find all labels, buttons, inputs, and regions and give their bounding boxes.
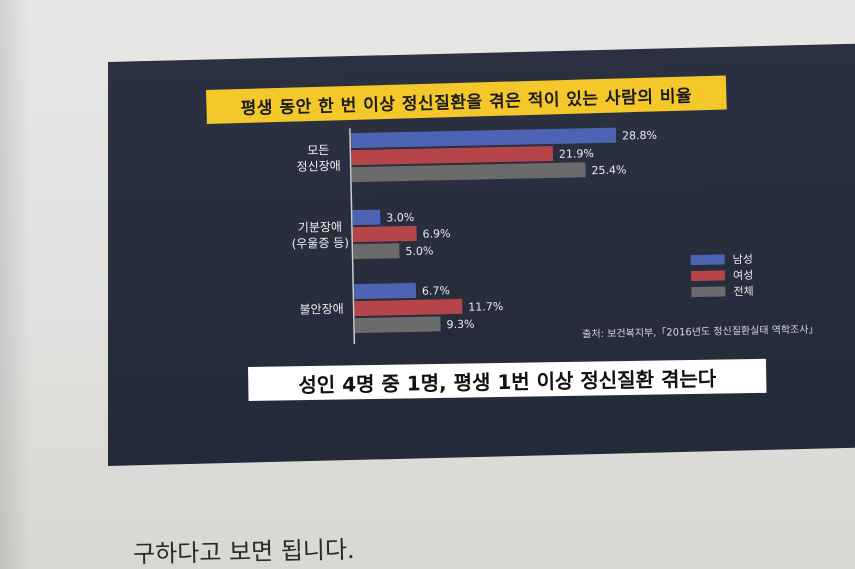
legend-swatch-전체 bbox=[691, 286, 726, 298]
category-label: (우울증 등) bbox=[291, 236, 349, 251]
category-label: 정신장애 bbox=[296, 159, 340, 174]
book-body-text: 구하다고 보면 됩니다. bbox=[132, 535, 355, 569]
bar-남성 bbox=[350, 127, 617, 149]
data-label: 25.4% bbox=[591, 163, 626, 177]
page-edge-shadow bbox=[0, 0, 30, 569]
data-label: 5.0% bbox=[405, 244, 433, 258]
category-label: 불안장애 bbox=[299, 302, 343, 317]
data-label: 6.9% bbox=[422, 227, 450, 241]
legend-label: 여성 bbox=[733, 269, 754, 282]
caption-text: 성인 4명 중 1명, 평생 1번 이상 정신질환 겪는다 bbox=[298, 366, 717, 397]
bar-전체 bbox=[353, 243, 400, 260]
bar-여성 bbox=[354, 298, 463, 317]
legend-swatch-남성 bbox=[690, 254, 725, 266]
data-label: 9.3% bbox=[446, 318, 474, 332]
category-label: 기분장애 bbox=[298, 220, 342, 235]
bar-남성 bbox=[352, 209, 381, 226]
data-label: 28.8% bbox=[622, 129, 657, 143]
data-label: 21.9% bbox=[559, 147, 594, 161]
bar-전체 bbox=[354, 316, 441, 334]
source-note: 출처: 보건복지부,「2016년도 정신질환실태 역학조사」 bbox=[582, 323, 819, 340]
y-axis-line bbox=[349, 128, 356, 345]
bar-여성 bbox=[352, 225, 417, 243]
legend-label: 전체 bbox=[733, 285, 754, 298]
category-label: 모든 bbox=[307, 143, 329, 157]
legend-label: 남성 bbox=[733, 253, 754, 266]
bar-전체 bbox=[351, 162, 586, 183]
data-label: 6.7% bbox=[422, 284, 450, 298]
data-label: 3.0% bbox=[386, 211, 414, 225]
bar-여성 bbox=[351, 145, 554, 166]
data-label: 11.7% bbox=[468, 300, 503, 314]
legend-swatch-여성 bbox=[690, 270, 726, 282]
bar-남성 bbox=[354, 282, 417, 300]
